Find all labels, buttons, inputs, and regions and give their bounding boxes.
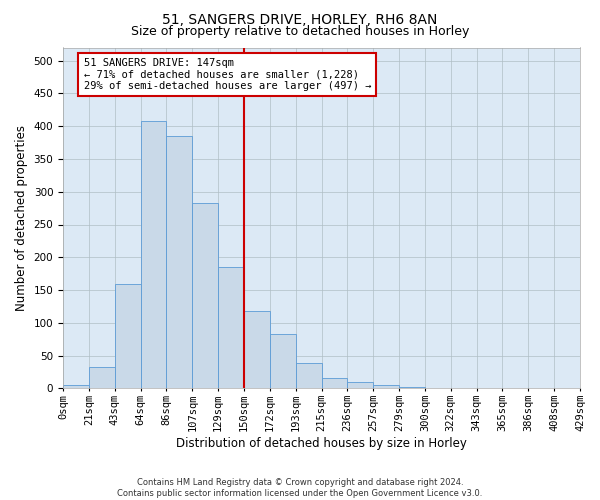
Bar: [296, 364, 322, 388]
Text: 51 SANGERS DRIVE: 147sqm
← 71% of detached houses are smaller (1,228)
29% of sem: 51 SANGERS DRIVE: 147sqm ← 71% of detach…: [84, 58, 371, 91]
Text: Contains HM Land Registry data © Crown copyright and database right 2024.
Contai: Contains HM Land Registry data © Crown c…: [118, 478, 482, 498]
Bar: [270, 334, 296, 388]
Y-axis label: Number of detached properties: Number of detached properties: [15, 125, 28, 311]
Bar: [244, 311, 270, 388]
X-axis label: Distribution of detached houses by size in Horley: Distribution of detached houses by size …: [176, 437, 467, 450]
Bar: [218, 267, 244, 388]
Bar: [166, 136, 192, 388]
Bar: [140, 121, 166, 388]
Bar: [89, 367, 115, 388]
Bar: [373, 385, 399, 388]
Bar: [322, 378, 347, 388]
Bar: [192, 203, 218, 388]
Bar: [399, 387, 425, 388]
Text: 51, SANGERS DRIVE, HORLEY, RH6 8AN: 51, SANGERS DRIVE, HORLEY, RH6 8AN: [163, 12, 437, 26]
Bar: [115, 284, 140, 389]
Text: Size of property relative to detached houses in Horley: Size of property relative to detached ho…: [131, 25, 469, 38]
Bar: [63, 385, 89, 388]
Bar: [347, 382, 373, 388]
